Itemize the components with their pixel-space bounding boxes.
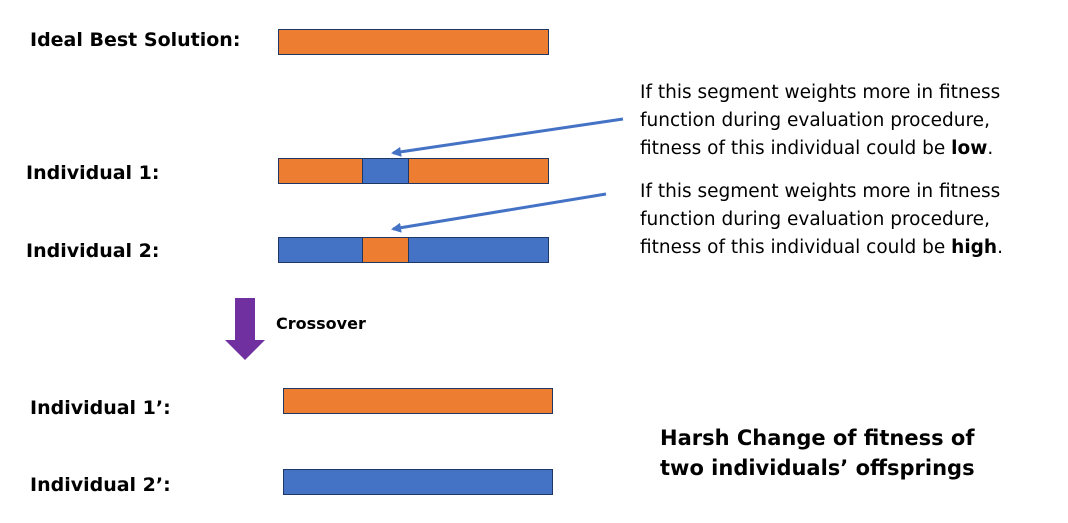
ideal-label: Ideal Best Solution: (30, 29, 241, 51)
ideal-chromosome-bar (278, 29, 549, 55)
annotation-high-line-1: If this segment weights more in fitness (640, 181, 1001, 202)
annotation-low-line-1: If this segment weights more in fitness (640, 82, 1001, 103)
individual-1-segment-middle (362, 159, 408, 183)
pointer-arrow-2 (391, 192, 607, 233)
annotation-low-suffix: . (987, 138, 994, 159)
annotation-low-prefix: fitness of this individual could be (640, 138, 952, 159)
individual-1-chromosome-bar (278, 158, 549, 184)
annotation-high-emphasis: high (951, 237, 998, 258)
conclusion-line-1: Harsh Change of fitness of (660, 426, 975, 450)
individual-1-segment-left (279, 159, 362, 183)
crossover-label: Crossover (276, 314, 366, 333)
offspring-1-segment (284, 389, 552, 413)
individual-2-label: Individual 2: (26, 240, 160, 262)
annotation-high-line-3: fitness of this individual could be high… (640, 234, 1003, 262)
offspring-2-segment (284, 470, 552, 494)
annotation-high: If this segment weights more in fitness … (640, 178, 1003, 262)
conclusion-text: Harsh Change of fitness of two individua… (660, 423, 975, 483)
individual-1-label: Individual 1: (26, 162, 160, 184)
crossover-arrow-icon (225, 298, 265, 360)
offspring-2-chromosome-bar (283, 469, 553, 495)
individual-1-segment-right (408, 159, 548, 183)
annotation-high-prefix: fitness of this individual could be (640, 237, 952, 258)
annotation-high-suffix: . (997, 237, 1003, 258)
offspring-1-label: Individual 1’: (30, 397, 171, 419)
annotation-low-line-3: fitness of this individual could be low. (640, 135, 1000, 163)
individual-2-chromosome-bar (278, 237, 549, 263)
offspring-1-chromosome-bar (283, 388, 553, 414)
annotation-low: If this segment weights more in fitness … (640, 79, 1000, 163)
pointer-arrow-1 (391, 117, 624, 157)
annotation-low-line-2: function during evaluation procedure, (640, 110, 990, 131)
individual-2-segment-right (408, 238, 548, 262)
annotation-high-line-2: function during evaluation procedure, (640, 209, 990, 230)
ideal-segment (279, 30, 548, 54)
annotation-low-emphasis: low (951, 138, 988, 159)
offspring-2-label: Individual 2’: (30, 474, 171, 496)
individual-2-segment-middle (362, 238, 408, 262)
individual-2-segment-left (279, 238, 362, 262)
conclusion-line-2: two individuals’ offsprings (660, 456, 975, 480)
